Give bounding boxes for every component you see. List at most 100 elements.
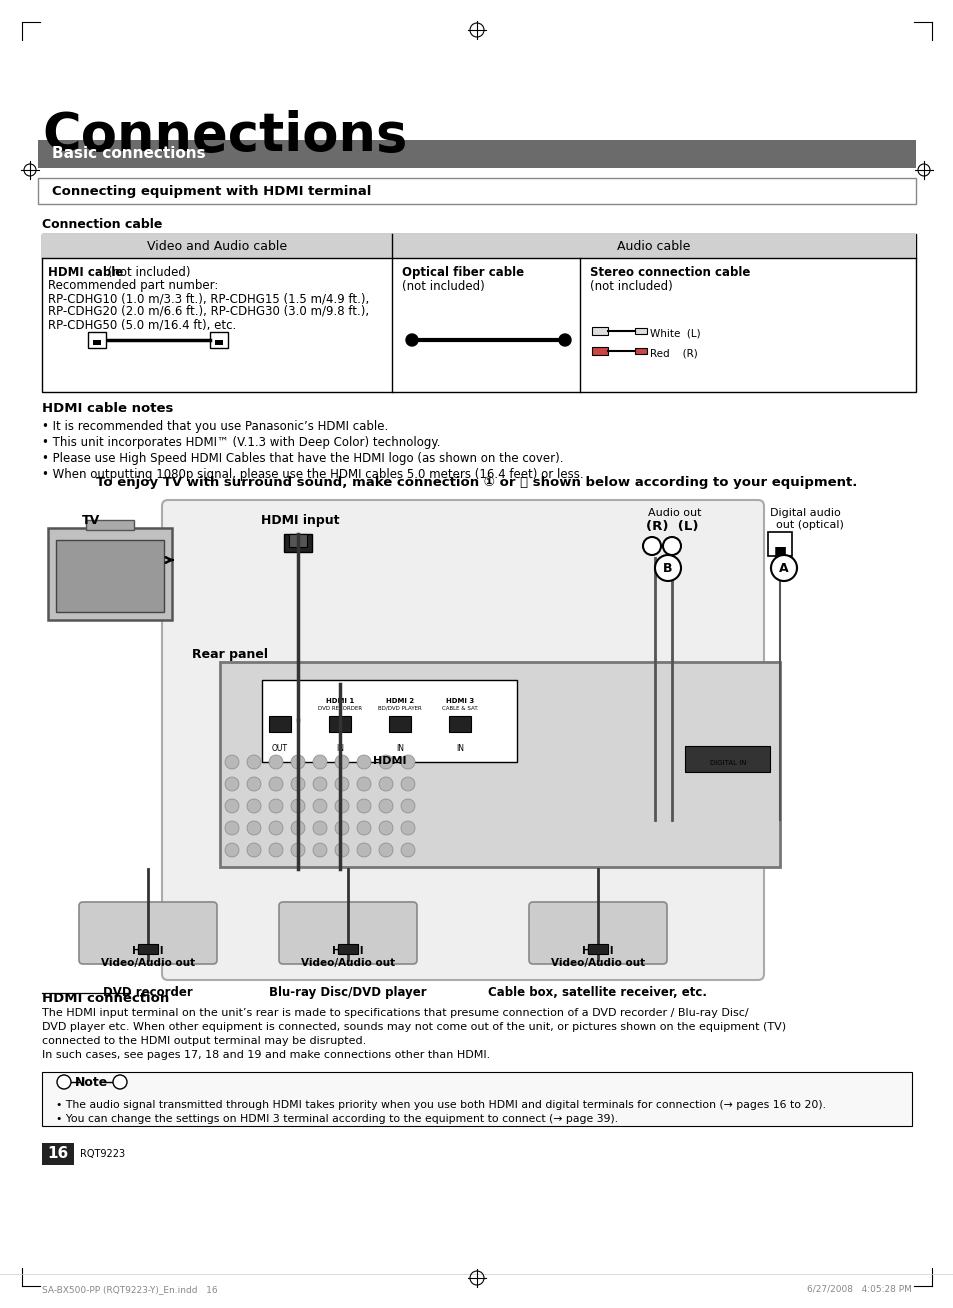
Text: HDMI
Video/Audio out: HDMI Video/Audio out [101,946,194,968]
Text: DIGITAL IN: DIGITAL IN [709,760,745,766]
Circle shape [313,842,327,857]
Text: HDMI 3: HDMI 3 [445,698,474,704]
Text: Video and Audio cable: Video and Audio cable [147,241,287,254]
Text: CABLE & SAT.: CABLE & SAT. [441,706,477,712]
Circle shape [313,755,327,769]
Circle shape [247,755,261,769]
Circle shape [313,821,327,835]
Text: (R)  (L): (R) (L) [645,521,698,532]
Bar [38,140,915,167]
FancyBboxPatch shape [79,903,216,964]
Text: Rear panel: Rear panel [192,647,268,661]
Text: HDMI connection: HDMI connection [42,991,169,1005]
Bar [86,521,133,530]
Text: OUT: OUT [272,744,288,753]
Text: DVD recorder: DVD recorder [103,986,193,999]
Bar [42,234,915,392]
Bar [635,348,646,354]
Bar [289,534,307,547]
Bar [449,715,471,732]
Bar [42,1143,74,1165]
Text: 6/27/2008   4:05:28 PM: 6/27/2008 4:05:28 PM [806,1284,911,1294]
Circle shape [378,842,393,857]
Text: Connecting equipment with HDMI terminal: Connecting equipment with HDMI terminal [52,184,371,198]
Text: The HDMI input terminal on the unit’s rear is made to specifications that presum: The HDMI input terminal on the unit’s re… [42,1008,748,1018]
Text: Connection cable: Connection cable [42,218,162,232]
Text: (not included): (not included) [401,280,484,293]
Text: HDMI
Video/Audio out: HDMI Video/Audio out [551,946,644,968]
Text: ■: ■ [773,544,785,559]
Circle shape [662,538,680,555]
Bar [329,715,351,732]
Text: HDMI cable: HDMI cable [48,266,123,279]
Circle shape [269,821,283,835]
Text: B: B [662,561,672,574]
Text: A: A [779,561,788,574]
Circle shape [400,777,415,791]
Text: SA-BX500-PP (RQT9223-Y)_En.indd   16: SA-BX500-PP (RQT9223-Y)_En.indd 16 [42,1284,217,1294]
Text: Audio out: Audio out [647,508,700,518]
Circle shape [225,842,239,857]
Circle shape [335,821,349,835]
Circle shape [378,799,393,814]
Circle shape [313,799,327,814]
Text: RP-CDHG10 (1.0 m/3.3 ft.), RP-CDHG15 (1.5 m/4.9 ft.),: RP-CDHG10 (1.0 m/3.3 ft.), RP-CDHG15 (1.… [48,292,369,305]
Text: RQT9223: RQT9223 [80,1148,125,1159]
Bar [38,178,915,204]
Circle shape [291,755,305,769]
Text: Digital audio: Digital audio [769,508,840,518]
Text: Audio cable: Audio cable [617,241,690,254]
Bar [138,944,158,954]
Text: White  (L): White (L) [649,330,700,339]
Bar [592,347,607,354]
Text: Note: Note [75,1075,109,1088]
Text: (not included): (not included) [104,266,191,279]
FancyBboxPatch shape [162,500,763,980]
Circle shape [356,777,371,791]
Circle shape [335,842,349,857]
Bar [92,340,101,345]
Circle shape [378,777,393,791]
Text: DVD RECORDER: DVD RECORDER [317,706,362,712]
Text: Stereo connection cable: Stereo connection cable [589,266,750,279]
Text: IN: IN [335,744,344,753]
Circle shape [225,777,239,791]
Circle shape [225,755,239,769]
Bar [220,662,780,867]
Text: Connections: Connections [42,110,407,162]
Bar [635,328,646,334]
Text: Optical fiber cable: Optical fiber cable [401,266,523,279]
Bar [389,715,411,732]
Circle shape [247,842,261,857]
Text: HDMI 2: HDMI 2 [386,698,414,704]
Circle shape [313,777,327,791]
Bar [214,340,223,345]
Circle shape [655,555,680,581]
Circle shape [356,799,371,814]
Text: out (optical): out (optical) [775,521,843,530]
Text: Red    (R): Red (R) [649,349,697,358]
Text: • When outputting 1080p signal, please use the HDMI cables 5.0 meters (16.4 feet: • When outputting 1080p signal, please u… [42,468,583,481]
Circle shape [400,821,415,835]
Circle shape [378,755,393,769]
Text: • It is recommended that you use Panasonic’s HDMI cable.: • It is recommended that you use Panason… [42,420,388,433]
Text: HDMI cable notes: HDMI cable notes [42,402,173,415]
Circle shape [400,842,415,857]
Circle shape [378,821,393,835]
FancyBboxPatch shape [529,903,666,964]
Bar [284,534,312,552]
Text: • The audio signal transmitted through HDMI takes priority when you use both HDM: • The audio signal transmitted through H… [56,1100,825,1110]
Bar [337,944,357,954]
Circle shape [269,777,283,791]
Text: HDMI: HDMI [373,756,406,766]
Bar [88,332,106,348]
Circle shape [356,842,371,857]
Circle shape [400,755,415,769]
Circle shape [291,777,305,791]
Circle shape [269,799,283,814]
Circle shape [247,821,261,835]
Circle shape [356,755,371,769]
Bar [592,327,607,335]
Circle shape [770,555,796,581]
Text: HDMI input: HDMI input [260,514,339,527]
